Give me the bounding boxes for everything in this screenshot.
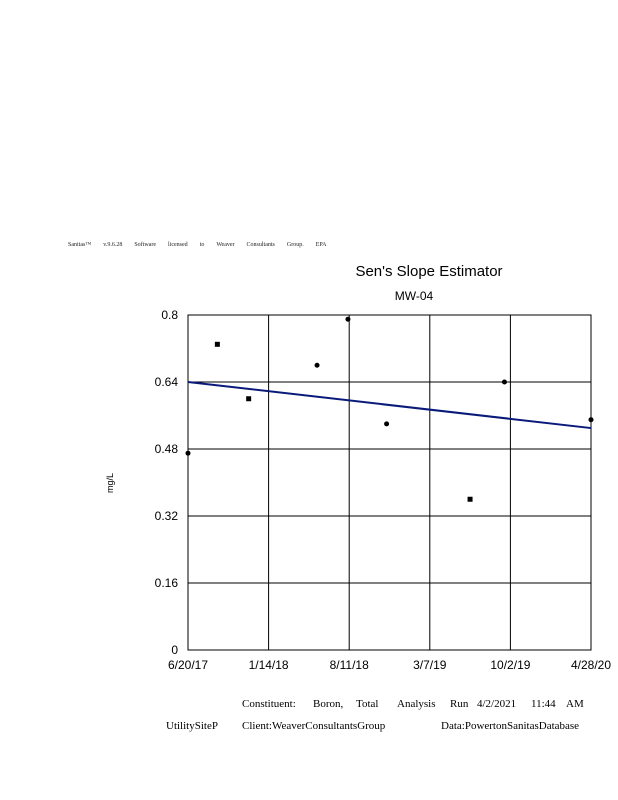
y-tick-label: 0.8 (161, 308, 178, 322)
data-point (314, 362, 320, 368)
data-point (246, 396, 252, 402)
x-tick-label: 10/2/19 (490, 658, 530, 672)
x-tick-label: 6/20/17 (168, 658, 208, 672)
client-name: Client:WeaverConsultantsGroup (242, 720, 386, 732)
constituent-label: Constituent: (242, 698, 296, 710)
license-word: Weaver (216, 242, 235, 248)
x-tick-label: 1/14/18 (249, 658, 289, 672)
data-point (467, 496, 473, 502)
chart-subtitle: MW-04 (394, 289, 434, 303)
license-word: licensed (168, 242, 188, 248)
x-tick-label: 8/11/18 (330, 658, 369, 672)
grid (188, 315, 591, 650)
license-word: Sanitas™ (68, 242, 92, 248)
run-label: Run (450, 698, 469, 710)
y-tick-label: 0 (171, 643, 178, 657)
y-axis-label: mg/L (105, 473, 115, 493)
x-axis-ticks: 6/20/17 1/14/18 8/11/18 3/7/19 10/2/19 4/28/2… (168, 658, 611, 672)
data-point (501, 379, 507, 385)
chart-title: Sen's Slope Estimator (355, 263, 503, 280)
run-ampm: AM (566, 698, 584, 710)
constituent-value: Boron, (313, 698, 344, 710)
constituent-value-2: Total (356, 698, 379, 710)
data-point (345, 316, 351, 322)
run-time: 11:44 (531, 698, 556, 710)
y-tick-label: 0.48 (155, 442, 179, 456)
x-tick-label: 4/28/20 (571, 658, 611, 672)
analysis-label: Analysis (397, 698, 436, 710)
license-word: Group. (286, 242, 304, 248)
license-word: to (199, 242, 205, 248)
license-word: EPA (315, 242, 327, 248)
run-date: 4/2/2021 (477, 698, 517, 710)
y-tick-label: 0.32 (155, 509, 179, 523)
license-word: Software (134, 242, 157, 248)
license-notice: Sanitas™ v.9.6.28 Software licensed to Weaver… (68, 242, 339, 248)
license-word: v.9.6.28 (103, 242, 123, 248)
data-source: Data:PowertonSanitasDatabase (441, 720, 580, 732)
data-point (384, 421, 390, 427)
data-point (588, 417, 594, 423)
plot-frame (187, 314, 592, 651)
data-point (214, 341, 220, 347)
y-tick-label: 0.64 (155, 375, 179, 389)
license-word: Consultants (246, 242, 275, 248)
trend-line (187, 381, 592, 430)
x-tick-label: 3/7/19 (413, 658, 447, 672)
data-point (185, 450, 191, 456)
y-tick-label: 0.16 (155, 576, 179, 590)
data-points (185, 316, 594, 502)
site-name: UtilitySiteP (166, 720, 218, 732)
y-axis-ticks: 0 0.16 0.32 0.48 0.64 0.8 (155, 308, 179, 657)
